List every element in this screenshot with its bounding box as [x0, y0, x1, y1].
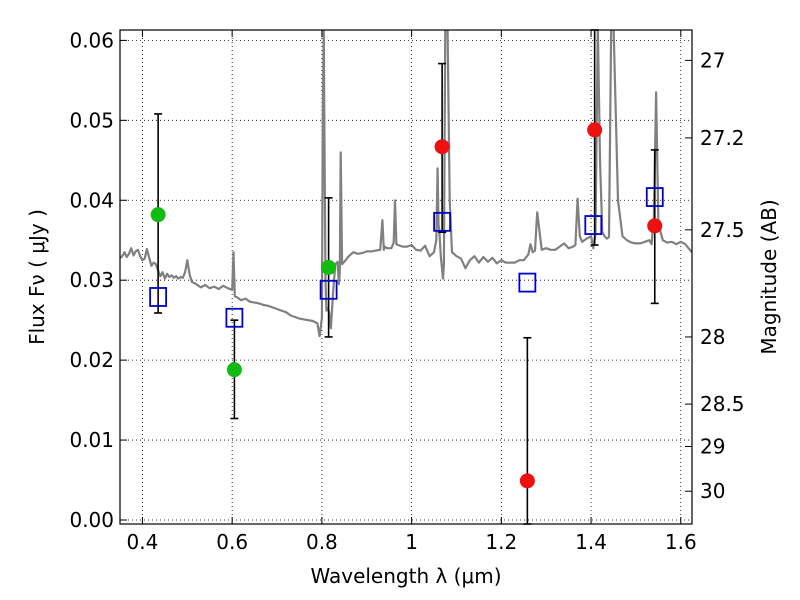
model-photometry-square	[584, 215, 603, 235]
y-tick-label: 0.03	[69, 268, 114, 292]
plot-area	[120, 30, 692, 524]
x-axis-label: Wavelength λ (μm)	[310, 564, 501, 588]
green-point	[226, 362, 242, 378]
ticks: 0.4 0.6 0.8 1 1.2 1.4 1.6 0.00 0.01 0.02 0.03 0.04 0…	[69, 28, 744, 554]
model-photometry-square	[225, 307, 244, 328]
y-right-tick-label: 29	[700, 434, 725, 458]
red-point	[519, 473, 535, 489]
x-tick-label: 1.2	[485, 530, 517, 554]
y-tick-label: 0.04	[69, 188, 114, 212]
model-photometry-square	[433, 211, 452, 232]
y-tick-label: 0.02	[69, 348, 114, 372]
x-tick-label: 0.6	[216, 530, 248, 554]
y-right-tick-label: 28.5	[700, 392, 745, 416]
y-tick-label: 0.06	[69, 28, 114, 52]
y-axis-right-label: Magnitude (AB)	[757, 199, 781, 354]
y-tick-label: 0.01	[69, 428, 114, 452]
red-point	[434, 139, 450, 155]
y-right-tick-label: 27.5	[700, 218, 745, 242]
model-photometry-square	[149, 287, 168, 307]
model-photometry-square	[518, 272, 537, 293]
y-axis-label: Flux Fν ( μJy )	[25, 209, 49, 345]
y-right-tick-label: 27.2	[700, 126, 745, 150]
x-tick-label: 1	[405, 530, 418, 554]
x-tick-label: 0.4	[127, 530, 159, 554]
y-right-tick-label: 27	[700, 48, 725, 72]
model-spectrum-line	[120, 30, 692, 338]
y-tick-label: 0.00	[69, 508, 114, 532]
x-tick-label: 0.8	[306, 530, 338, 554]
model-photometry-square	[319, 279, 338, 300]
green-point	[321, 259, 337, 275]
y-tick-label: 0.05	[69, 108, 114, 132]
data-points	[149, 122, 664, 489]
model-photometry-square	[645, 187, 664, 207]
x-tick-label: 1.6	[665, 530, 697, 554]
green-point	[150, 207, 166, 223]
plot-frame	[119, 29, 693, 525]
red-point	[587, 122, 603, 138]
red-point	[647, 218, 663, 234]
model-spectrum	[120, 30, 692, 338]
y-right-tick-label: 30	[700, 479, 725, 503]
x-tick-label: 1.4	[575, 530, 607, 554]
y-right-tick-label: 28	[700, 325, 725, 349]
